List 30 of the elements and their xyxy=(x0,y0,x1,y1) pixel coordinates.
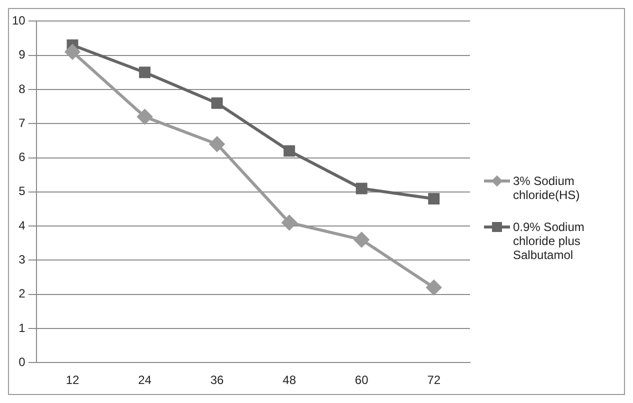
point xyxy=(211,97,223,109)
y-tick-label: 3 xyxy=(18,252,26,266)
point xyxy=(64,44,80,60)
point xyxy=(284,145,296,157)
y-tick-label: 1 xyxy=(18,320,26,335)
y-tick-label: 7 xyxy=(18,116,26,130)
legend-label: 3% Sodium chloride(HS) xyxy=(513,174,581,202)
x-tick-label: 12 xyxy=(66,373,80,388)
y-tick-label: 9 xyxy=(18,48,26,62)
x-tick-label: 72 xyxy=(427,373,441,388)
y-tick-label: 0 xyxy=(18,354,26,369)
y-tick-label: 2 xyxy=(18,286,26,301)
x-tick-label: 60 xyxy=(354,373,369,388)
point xyxy=(139,66,151,78)
x-tick-label: 48 xyxy=(282,373,296,388)
point xyxy=(282,215,297,230)
point xyxy=(428,192,440,204)
point xyxy=(137,109,152,124)
legend-label: 0.9% Sodium chloride plus Salbutamol xyxy=(513,220,586,262)
point xyxy=(210,136,225,152)
x-tick-label: 24 xyxy=(138,373,152,388)
point xyxy=(356,182,368,194)
y-tick-label: 4 xyxy=(18,218,26,232)
x-tick-label: 36 xyxy=(210,373,224,388)
y-tick-label: 8 xyxy=(18,82,26,96)
y-tick-label: 5 xyxy=(18,184,26,198)
point xyxy=(354,232,370,248)
y-tick-label: 10 xyxy=(12,14,26,28)
y-tick-label: 6 xyxy=(18,150,26,164)
point xyxy=(426,280,442,295)
